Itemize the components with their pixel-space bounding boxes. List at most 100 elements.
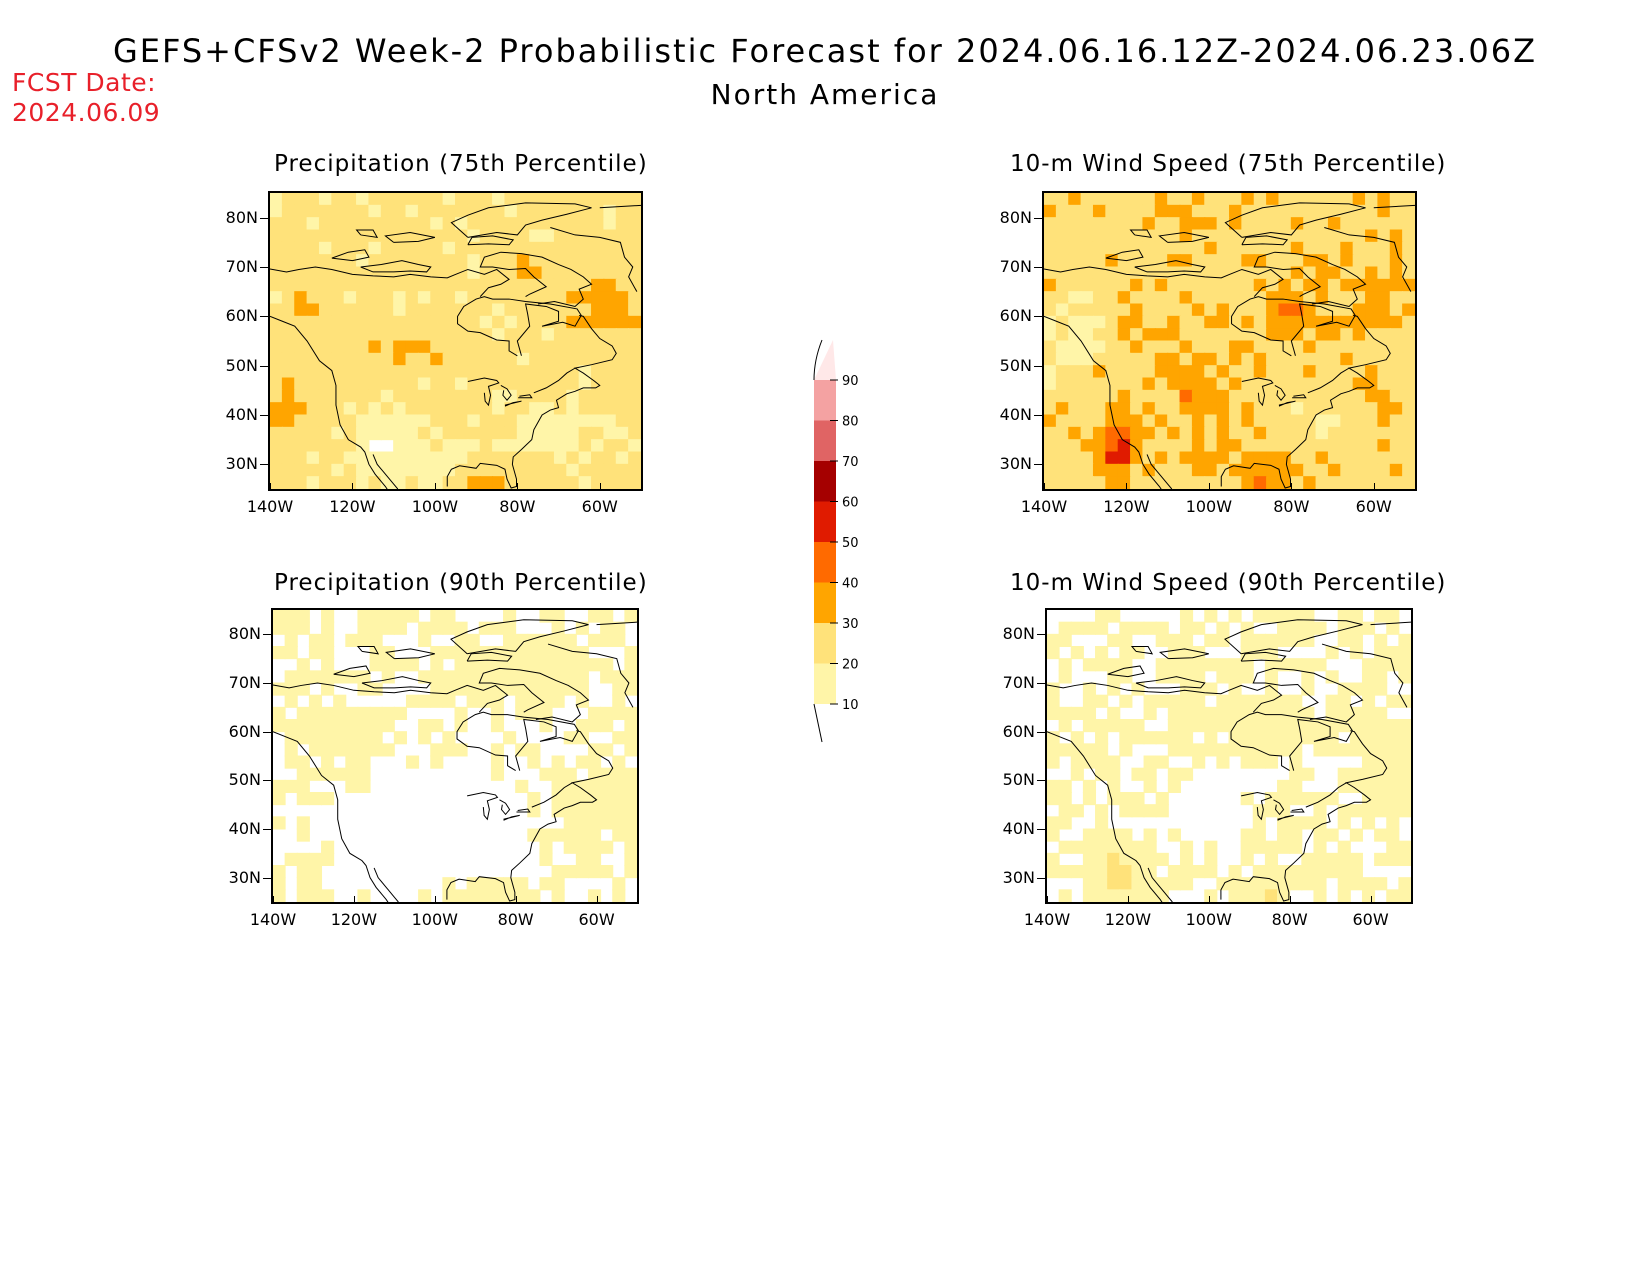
- field-cell: [1130, 254, 1144, 268]
- field-cell: [516, 204, 531, 219]
- field-cell: [516, 389, 531, 404]
- field-cell: [551, 755, 565, 769]
- field-cell: [541, 266, 555, 280]
- coastline: [372, 454, 399, 489]
- coastline: [1307, 367, 1350, 394]
- field-cell: [516, 352, 531, 367]
- field-cell: [1192, 670, 1206, 684]
- field-cell: [1278, 266, 1292, 280]
- field-cell: [1325, 694, 1339, 708]
- field-cell: [393, 389, 407, 404]
- field-cell: [1154, 463, 1169, 478]
- field-cell: [1204, 610, 1218, 623]
- field-cell: [405, 193, 419, 206]
- field-cell: [345, 731, 359, 745]
- field-cell: [455, 352, 469, 367]
- field-cell: [591, 254, 605, 268]
- field-cell: [1402, 352, 1415, 367]
- field-cell: [1386, 828, 1400, 842]
- field-cell: [516, 315, 531, 330]
- field-cell: [1325, 828, 1339, 842]
- field-cell: [1278, 414, 1292, 428]
- field-cell: [1340, 217, 1354, 231]
- field-cell: [308, 792, 323, 806]
- coastline: [478, 667, 590, 723]
- field-cell: [417, 377, 432, 391]
- field-cell: [281, 377, 296, 391]
- field-cell: [1179, 229, 1193, 243]
- field-cell: [442, 646, 456, 660]
- field-cell: [1107, 755, 1121, 769]
- field-cell: [1191, 463, 1206, 478]
- field-cell: [566, 217, 580, 231]
- field-cell: [1277, 792, 1291, 806]
- field-cell: [1264, 731, 1279, 745]
- lon-tick: [599, 483, 601, 491]
- field-cell: [615, 340, 630, 354]
- field-cell: [1402, 426, 1415, 441]
- field-cell: [503, 670, 517, 684]
- field-cell: [1241, 254, 1255, 268]
- field-cell: [1155, 658, 1169, 672]
- field-cell: [624, 840, 637, 854]
- field-cell: [1204, 352, 1218, 367]
- field-cell: [357, 706, 371, 720]
- colorbar-box-80: [814, 380, 836, 421]
- field-cell: [551, 779, 565, 793]
- field-cell: [479, 204, 494, 219]
- field-cell: [492, 377, 506, 391]
- field-cell: [624, 852, 637, 866]
- field-cell: [1105, 193, 1119, 206]
- field-cell: [490, 694, 505, 708]
- field-cell: [1402, 340, 1415, 354]
- field-cell: [345, 767, 359, 781]
- field-cell: [1315, 476, 1329, 489]
- field-cell: [393, 229, 407, 243]
- field-cell: [284, 621, 298, 635]
- field-cell: [393, 217, 407, 231]
- field-cell: [1080, 451, 1094, 465]
- lat-tick: [263, 634, 271, 636]
- field-cell: [1216, 877, 1230, 891]
- field-cell: [539, 670, 553, 684]
- field-cell: [504, 389, 518, 404]
- field-cell: [345, 633, 359, 647]
- field-cell: [1216, 633, 1230, 647]
- field-cell: [628, 463, 641, 478]
- field-cell: [380, 365, 395, 379]
- field-cell: [1277, 877, 1291, 891]
- field-cell: [270, 402, 283, 416]
- field-cell: [578, 365, 593, 379]
- field-cell: [1068, 439, 1082, 453]
- field-cell: [1325, 852, 1339, 866]
- field-cell: [368, 426, 382, 441]
- field-cell: [381, 743, 395, 757]
- field-cell: [454, 682, 468, 696]
- field-cell: [1055, 315, 1070, 330]
- field-cell: [1092, 476, 1107, 489]
- field-cell: [1216, 278, 1230, 293]
- field-cell: [417, 291, 432, 305]
- field-cell: [1107, 610, 1121, 623]
- lon-label: 60W: [578, 910, 615, 929]
- field-cell: [1349, 865, 1363, 879]
- field-cell: [356, 377, 370, 391]
- field-cell: [479, 365, 494, 379]
- field-cell: [393, 426, 407, 441]
- field-cell: [1315, 439, 1329, 453]
- field-cell: [553, 476, 568, 489]
- field-cell: [1325, 743, 1339, 757]
- field-cell: [563, 865, 577, 879]
- field-cell: [369, 731, 383, 745]
- field-cell: [357, 719, 371, 733]
- field-cell: [516, 241, 531, 256]
- field-cell: [612, 731, 626, 745]
- field-cell: [1278, 402, 1292, 416]
- field-cell: [492, 352, 506, 367]
- field-cell: [591, 229, 605, 243]
- field-cell: [1191, 476, 1206, 489]
- lat-tick: [1034, 217, 1042, 219]
- field-cell: [541, 193, 555, 206]
- lat-tick: [1037, 683, 1045, 684]
- lon-tick: [515, 896, 517, 904]
